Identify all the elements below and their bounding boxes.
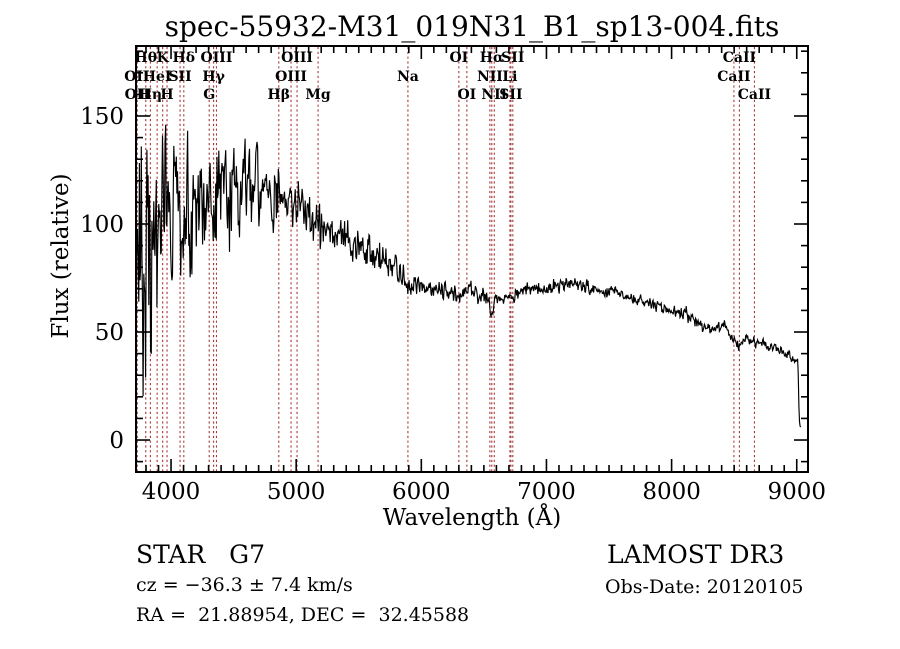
x-tick-label: 7000 — [517, 479, 576, 505]
y-tick-label: 50 — [95, 320, 124, 346]
spectral-line-label: Hη — [139, 87, 162, 103]
object-class-label: STAR G7 — [136, 540, 266, 569]
spectral-line-label: Hγ — [202, 69, 225, 85]
y-axis-label: Flux (relative) — [48, 173, 74, 339]
spectral-line-label: Hα — [480, 50, 504, 66]
spectral-line-label: OII — [124, 69, 149, 85]
spectral-line-label: OIII — [201, 50, 233, 66]
spectral-line-label: OII — [125, 87, 150, 103]
plot-frame — [135, 45, 809, 473]
spectral-line-label: Na — [397, 69, 419, 85]
spectral-line-label: OIII — [275, 69, 307, 85]
y-tick-label: 0 — [109, 428, 124, 454]
y-tick-label: 150 — [80, 104, 124, 130]
x-tick-label: 5000 — [267, 479, 326, 505]
spectral-line-label: H — [160, 87, 173, 103]
spectral-line-label: K — [157, 50, 170, 66]
spectral-line-label: Hβ — [268, 87, 291, 103]
spectrum-trace — [135, 124, 802, 428]
spectral-line-label: Mg — [305, 87, 330, 103]
x-tick-label: 6000 — [392, 479, 451, 505]
y-tick-label: 100 — [80, 212, 124, 238]
spectral-line-label: OIII — [281, 50, 313, 66]
figure-title: spec-55932-M31_019N31_B1_sp13-004.fits — [164, 10, 780, 43]
spectral-line-label: Li — [502, 69, 517, 85]
spectral-line-label: OI — [457, 87, 476, 103]
spectral-line-label: HeI — [143, 69, 172, 85]
spectral-line-label: NII — [481, 87, 507, 103]
obs-date-text: Obs-Date: 20120105 — [605, 576, 804, 598]
spectral-line-label: G — [203, 87, 215, 103]
spectral-line-label: Hθ — [134, 50, 157, 66]
spectral-line-label: SII — [499, 87, 522, 103]
x-tick-label: 9000 — [767, 479, 826, 505]
spectral-line-label: Hδ — [173, 50, 196, 66]
x-tick-label: 8000 — [642, 479, 701, 505]
spectral-line-label: SII — [168, 69, 191, 85]
survey-release-label: LAMOST DR3 — [607, 540, 785, 569]
spectral-line-label: CaII — [723, 50, 756, 66]
x-tick-label: 4000 — [142, 479, 201, 505]
spectral-line-label: CaII — [738, 87, 771, 103]
spectral-line-label: OI — [449, 50, 468, 66]
spectral-line-label: NII — [477, 69, 503, 85]
spectral-line-label: CaII — [717, 69, 750, 85]
x-axis-label: Wavelength (Å) — [382, 505, 562, 531]
spectral-line-label: SII — [501, 50, 524, 66]
coordinates-text: RA = 21.88954, DEC = 32.45588 — [136, 604, 470, 626]
radial-velocity-text: cz = −36.3 ± 7.4 km/s — [136, 574, 353, 596]
